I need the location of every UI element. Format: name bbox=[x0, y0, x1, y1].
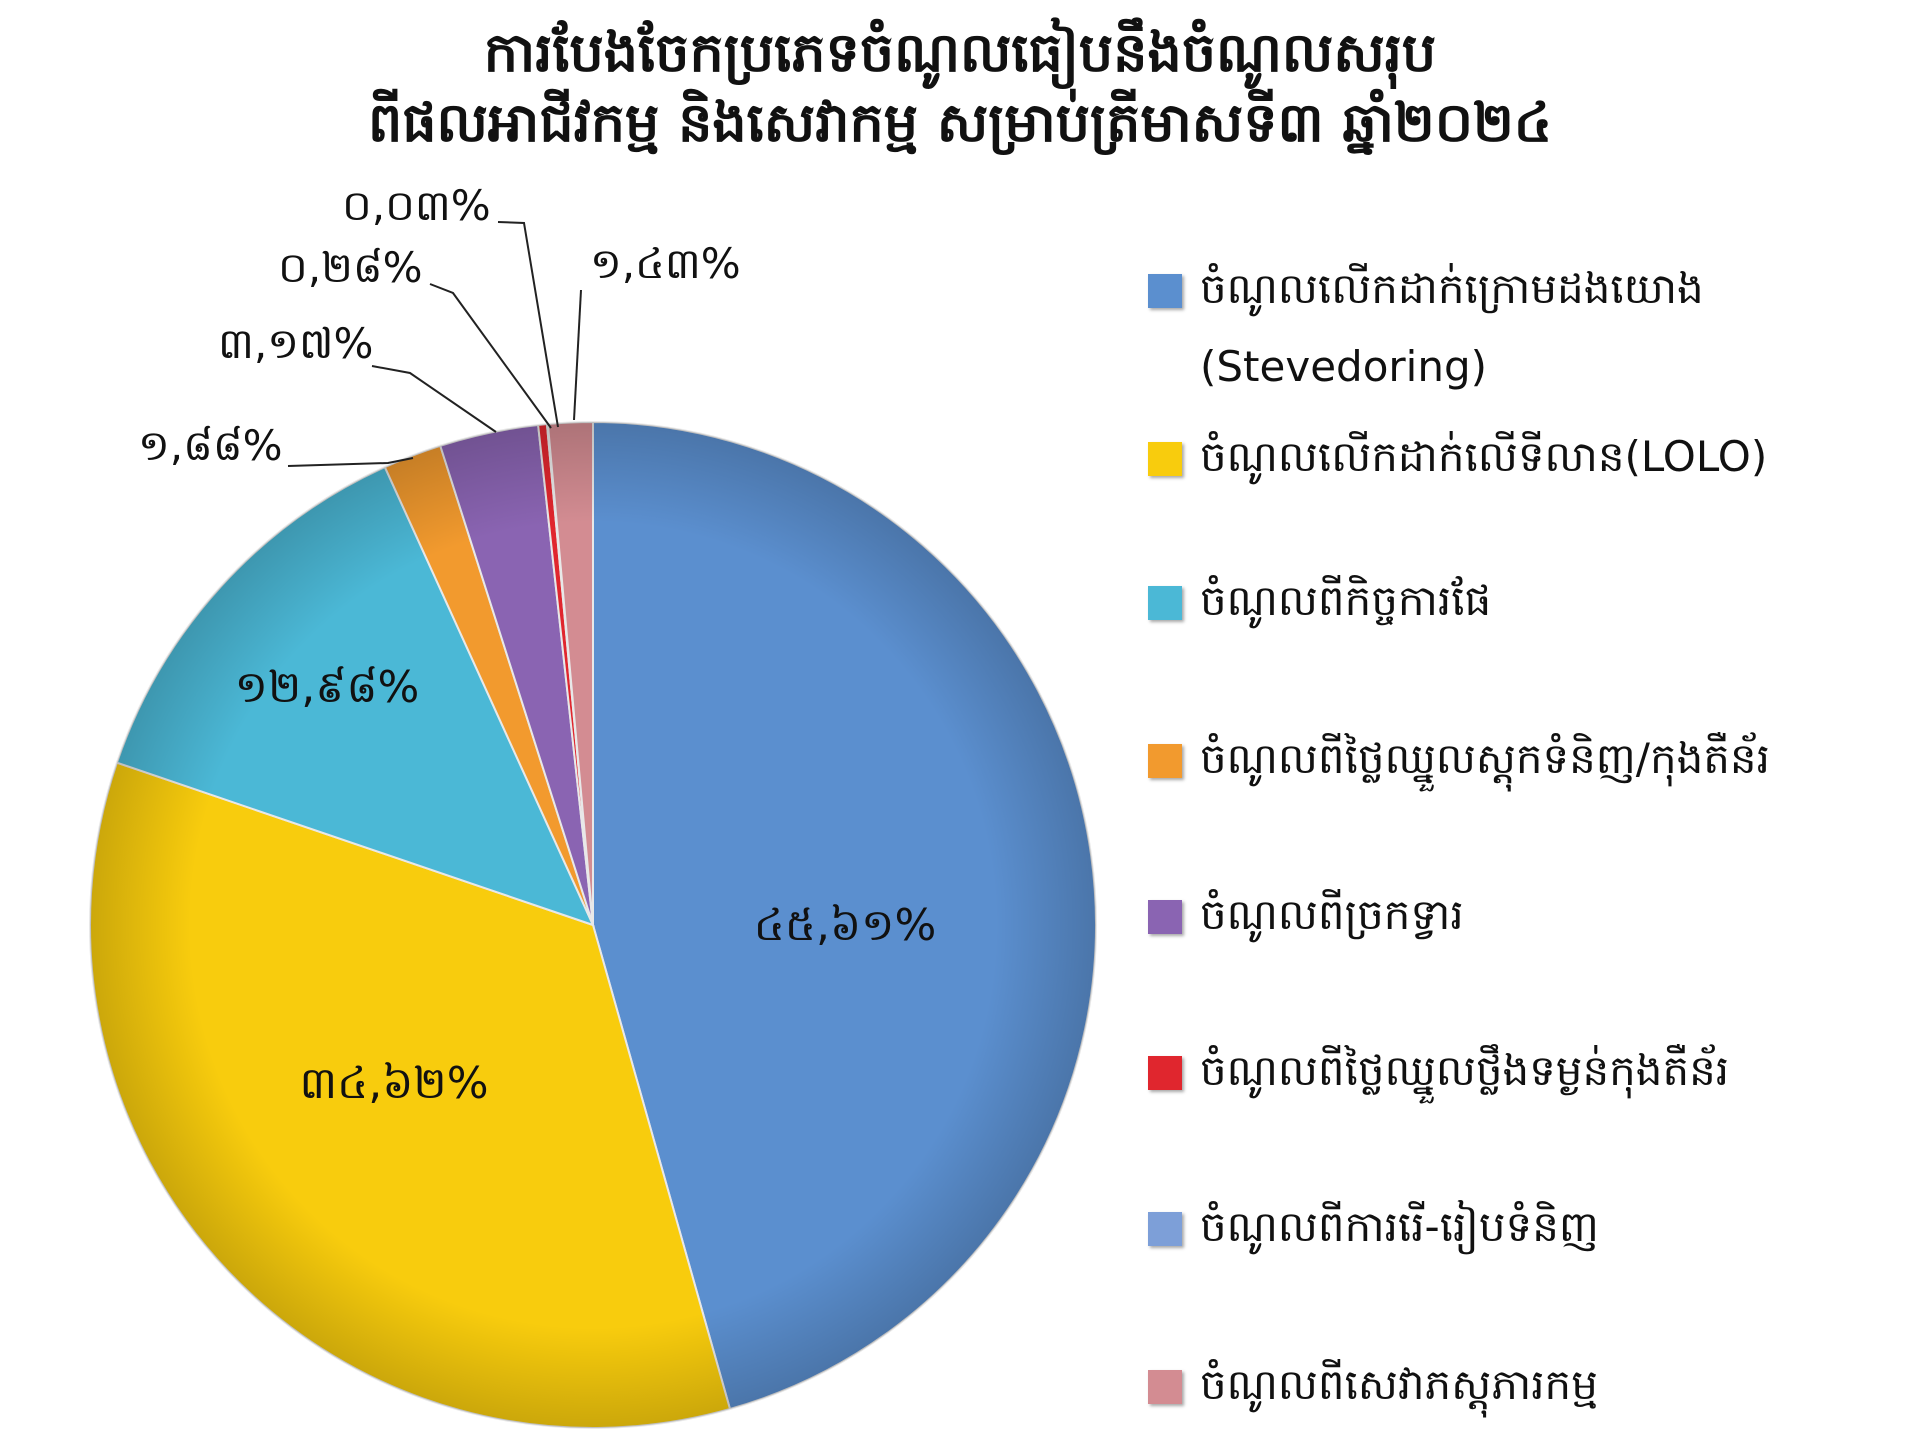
legend-item-7: ចំណូលពីសេវាភស្តុភារកម្ម bbox=[1148, 1346, 1598, 1424]
legend-swatch-1 bbox=[1148, 442, 1182, 476]
leader-line-7 bbox=[573, 289, 582, 421]
legend-label-4: ចំណូលពីច្រកទ្វារ bbox=[1200, 890, 1464, 939]
leader-line-4 bbox=[371, 365, 497, 433]
legend-swatch-2 bbox=[1148, 586, 1182, 620]
leader-lines bbox=[287, 221, 582, 467]
legend-swatch-6 bbox=[1148, 1212, 1182, 1246]
slice-label-3: ១,៨៨% bbox=[138, 421, 283, 470]
legend-label-5: ចំណូលពីថ្លៃឈ្នួលថ្លឹងទម្ងន់កុងតឺន័រ bbox=[1200, 1046, 1730, 1095]
legend-label-0: ចំណូលលើកដាក់ក្រោមដងយោង (Stevedoring) bbox=[1200, 250, 1704, 406]
chart-title-line-1: ការបែងចែកប្រភេទចំណូលធៀបនឹងចំណូលសរុប bbox=[483, 21, 1437, 84]
legend-label-1: ចំណូលលើកដាក់លើទីលាន(LOLO) bbox=[1200, 432, 1768, 481]
legend-label-3: ចំណូលពីថ្លៃឈ្នួលស្តុកទំនិញ/កុងតឺន័រ bbox=[1200, 734, 1770, 783]
legend-item-1: ចំណូលលើកដាក់លើទីលាន(LOLO) bbox=[1148, 418, 1767, 496]
legend-item-2: ចំណូលពីកិច្ចការផែ bbox=[1148, 562, 1491, 640]
slice-label-7: ១,៤៣% bbox=[590, 239, 741, 288]
slice-label-5: ០,២៨% bbox=[278, 243, 423, 292]
legend-label-7: ចំណូលពីសេវាភស្តុភារកម្ម bbox=[1200, 1360, 1598, 1409]
slice-label-2: ១២,៩៨% bbox=[235, 662, 420, 713]
slice-label-0: ៤៥,៦១% bbox=[754, 900, 937, 951]
legend-swatch-3 bbox=[1148, 744, 1182, 778]
legend-label-0-line-2: (Stevedoring) bbox=[1200, 342, 1488, 391]
leader-line-3 bbox=[287, 457, 414, 467]
slice-label-1: ៣៤,៦២% bbox=[300, 1058, 489, 1109]
chart-title-line-2: ពីផលអាជីវកម្ម និងសេវាកម្ម សម្រាប់ត្រីមាស… bbox=[367, 91, 1553, 155]
legend-item-6: ចំណូលពីការរើ-រៀបទំនិញ bbox=[1148, 1188, 1599, 1266]
legend-swatch-4 bbox=[1148, 900, 1182, 934]
slice-label-4: ៣,១៧% bbox=[218, 319, 373, 368]
legend-item-4: ចំណូលពីច្រកទ្វារ bbox=[1148, 876, 1464, 954]
legend-label-2: ចំណូលពីកិច្ចការផែ bbox=[1200, 576, 1492, 625]
leader-line-6 bbox=[497, 221, 559, 428]
legend-swatch-7 bbox=[1148, 1370, 1182, 1404]
leader-line-5 bbox=[429, 283, 552, 429]
slice-labels: ៤៥,៦១% ៣៤,៦២% ១២,៩៨% ១,៨៨% ៣,១៧% ០,២៨% ០,០៣% ១,… bbox=[138, 181, 936, 1109]
pie-slices bbox=[89, 420, 1097, 1429]
legend-item-0: ចំណូលលើកដាក់ក្រោមដងយោង (Stevedoring) bbox=[1148, 250, 1704, 406]
legend-item-5: ចំណូលពីថ្លៃឈ្នួលថ្លឹងទម្ងន់កុងតឺន័រ bbox=[1148, 1032, 1729, 1110]
slice-label-6: ០,០៣% bbox=[342, 181, 491, 230]
legend-item-3: ចំណូលពីថ្លៃឈ្នួលស្តុកទំនិញ/កុងតឺន័រ bbox=[1148, 720, 1770, 798]
chart-title: ការបែងចែកប្រភេទចំណូលធៀបនឹងចំណូលសរុប ពីផល… bbox=[0, 18, 1920, 158]
legend-swatch-0 bbox=[1148, 274, 1182, 308]
legend-label-6: ចំណូលពីការរើ-រៀបទំនិញ bbox=[1200, 1202, 1599, 1251]
legend-swatch-5 bbox=[1148, 1056, 1182, 1090]
